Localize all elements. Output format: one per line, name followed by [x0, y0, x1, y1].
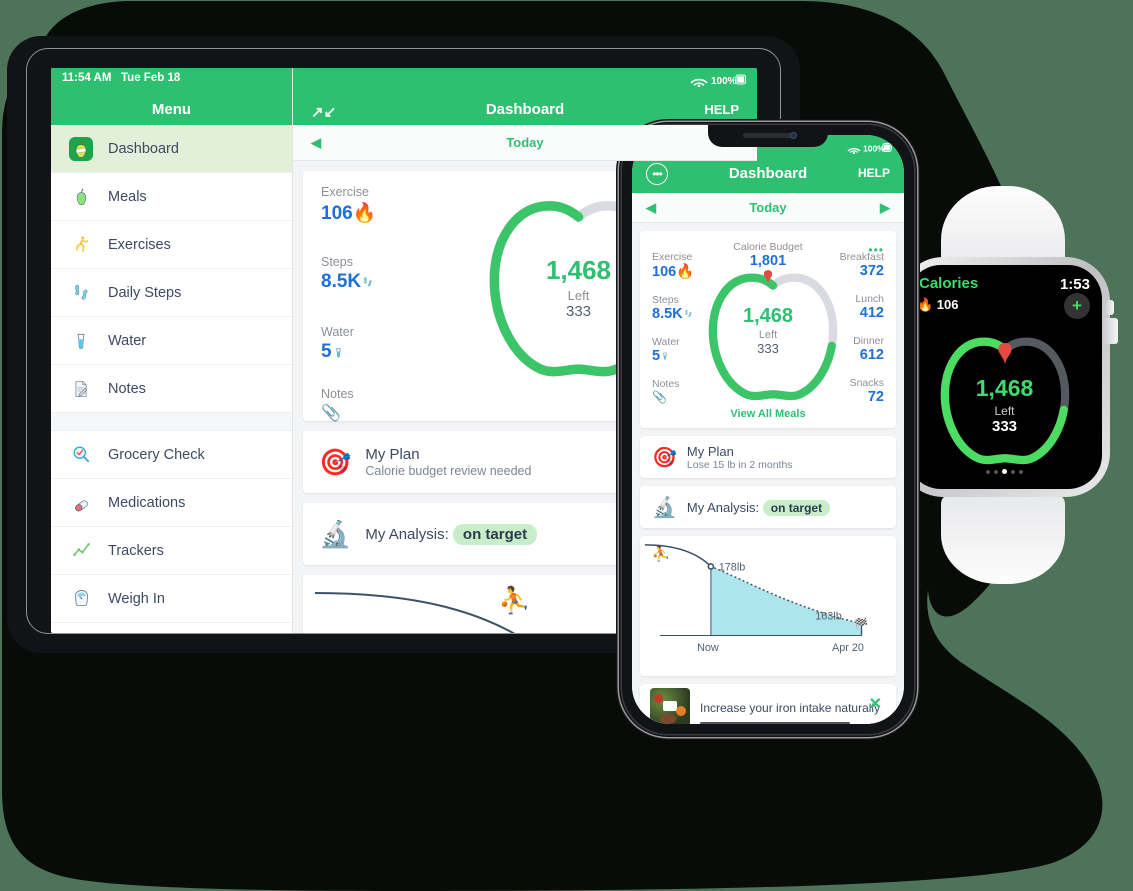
- svg-text:178lb: 178lb: [719, 561, 746, 573]
- svg-text:Now: Now: [697, 642, 719, 654]
- svg-text:100%: 100%: [863, 144, 885, 154]
- svg-text:100%: 100%: [711, 76, 737, 87]
- svg-text:🏁: 🏁: [855, 618, 868, 631]
- svg-text:⛹: ⛹: [652, 545, 670, 563]
- svg-text:163lb: 163lb: [815, 611, 842, 623]
- svg-text:Apr 20: Apr 20: [832, 642, 864, 654]
